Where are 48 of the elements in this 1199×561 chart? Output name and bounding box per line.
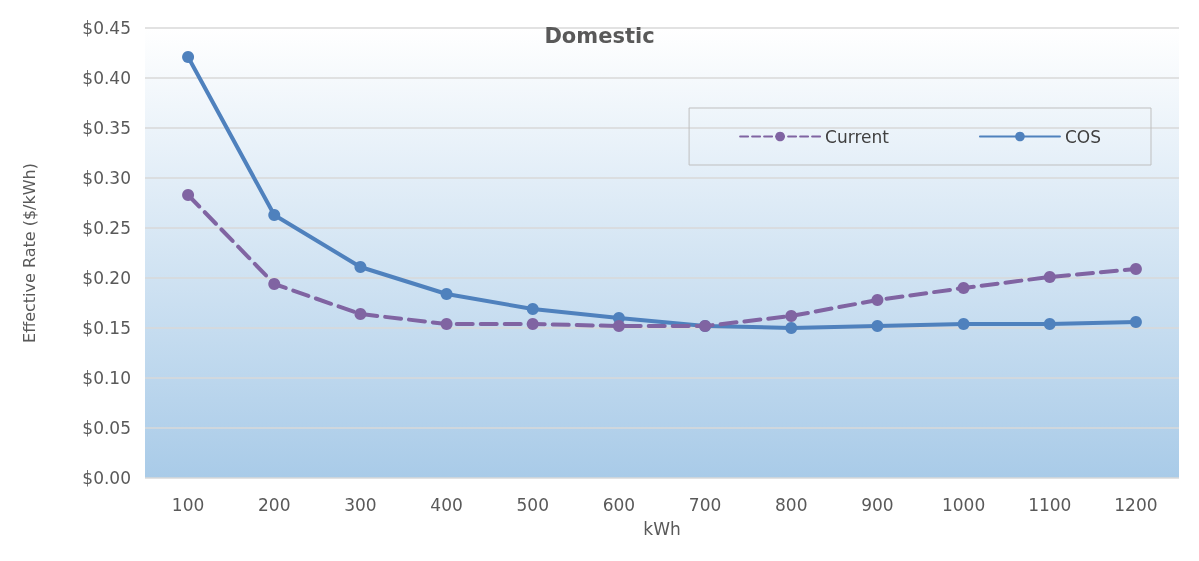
y-tick-label: $0.00 [82,468,131,488]
point [268,209,281,221]
x-tick-label: 700 [688,494,722,515]
y-tick-label: $0.20 [82,268,131,288]
x-tick-label: 200 [258,494,291,515]
x-tick-label: 600 [602,494,636,515]
point [957,318,970,330]
y-tick-label: $0.40 [82,68,131,88]
point [440,318,453,330]
point [526,303,539,315]
point [354,261,367,273]
point [785,310,798,322]
point [526,318,539,330]
legend-label: COS [1064,126,1101,147]
legend-label: Current [825,126,890,147]
x-tick-label: 800 [775,494,808,515]
y-tick-label: $0.45 [82,18,131,38]
point [1129,263,1142,275]
point [871,294,884,306]
point [1043,318,1056,330]
point [440,288,453,300]
y-tick-label: $0.10 [82,368,131,388]
y-tick-label: $0.30 [82,168,131,188]
x-axis-title: kWh [643,518,681,539]
point [871,320,884,332]
x-tick-label: 1000 [941,494,986,515]
point [612,320,625,332]
chart-title: Domestic [544,23,655,48]
point [182,189,195,201]
point [268,278,281,290]
point [957,282,970,294]
x-tick-label: 900 [861,494,894,515]
point [182,51,195,63]
x-tick-label: 500 [516,494,549,515]
x-tick-label: 1100 [1028,494,1072,515]
x-tick-label: 300 [344,494,377,515]
x-tick-label: 1200 [1114,494,1158,515]
y-axis-title: Effective Rate ($/kWh) [19,163,39,343]
y-tick-label: $0.35 [82,118,131,138]
y-tick-label: $0.05 [82,418,131,438]
point [1043,271,1056,283]
x-tick-label: 400 [430,494,463,515]
point [354,308,367,320]
point [1129,316,1142,328]
x-tick-label: 100 [171,494,205,515]
y-tick-label: $0.25 [82,218,131,238]
y-tick-label: $0.15 [82,318,131,338]
point [785,322,798,334]
